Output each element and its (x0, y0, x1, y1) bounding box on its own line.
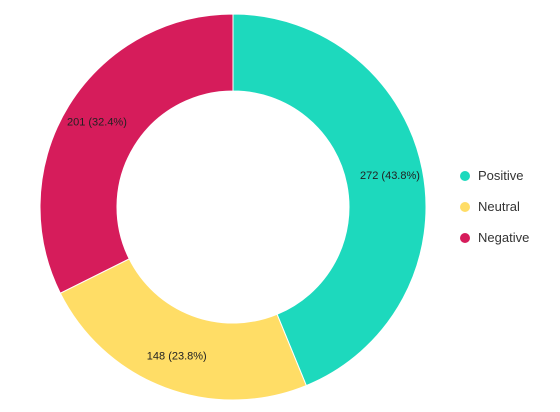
slice-positive[interactable] (232, 13, 427, 387)
legend-item-positive[interactable]: Positive (460, 160, 529, 191)
legend-item-neutral[interactable]: Neutral (460, 191, 529, 222)
legend-marker-negative (460, 232, 470, 243)
legend: Positive Neutral Negative (460, 160, 529, 253)
data-label-neutral: 148 (23.8%) (147, 351, 207, 363)
legend-label-positive: Positive (478, 168, 524, 183)
legend-marker-neutral (460, 201, 470, 212)
slice-negative[interactable] (39, 13, 234, 294)
legend-label-negative: Negative (478, 230, 530, 245)
data-label-positive: 272 (43.8%) (360, 170, 420, 182)
slice-neutral[interactable] (59, 258, 307, 401)
donut-slices (39, 13, 427, 401)
legend-marker-positive (460, 170, 470, 181)
legend-label-neutral: Neutral (478, 199, 520, 214)
data-label-negative: 201 (32.4%) (67, 117, 127, 129)
data-labels: 272 (43.8%) 148 (23.8%) 201 (32.4%) (67, 117, 420, 363)
legend-item-negative[interactable]: Negative (460, 222, 529, 253)
